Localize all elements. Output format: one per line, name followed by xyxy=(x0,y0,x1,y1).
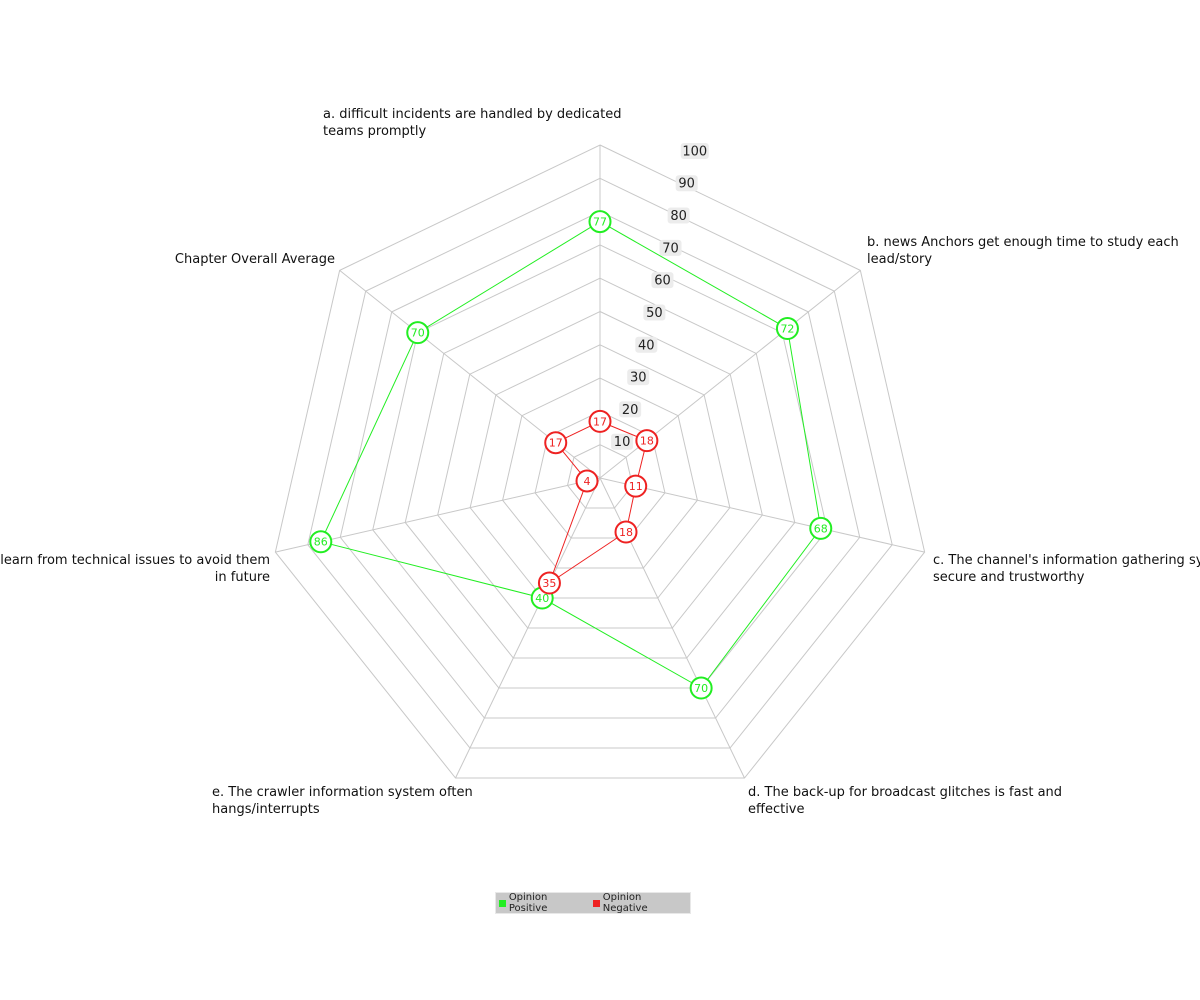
tick-bg-100 xyxy=(680,142,709,159)
axis-label-6: Chapter Overall Average xyxy=(175,251,335,268)
legend-item-positive: Opinion Positive xyxy=(499,892,587,914)
data-label-0-0: 77 xyxy=(593,216,607,229)
grid-ring-100 xyxy=(274,144,926,779)
axis-label-3: d. The back-up for broadcast glitches is… xyxy=(748,784,1062,818)
series-line-0 xyxy=(320,221,822,689)
axis-label-line: hangs/interrupts xyxy=(212,802,320,817)
data-label-1-2: 11 xyxy=(629,480,643,493)
data-label-1-6: 17 xyxy=(549,437,563,450)
tick-label-60: 60 xyxy=(654,274,671,289)
axis-label-2: c. The channel's information gathering s… xyxy=(933,552,1200,586)
data-point-1-5 xyxy=(575,469,599,493)
tick-label-50: 50 xyxy=(646,306,663,321)
series-1: 17 18 11 18 35 4 17 xyxy=(537,409,659,595)
axis-label-0: a. difficult incidents are handled by de… xyxy=(323,106,622,140)
axis-spoke-2 xyxy=(599,477,925,553)
axis-label-4: e. The crawler information system often h… xyxy=(212,784,473,818)
data-label-0-3: 70 xyxy=(694,682,708,695)
tick-label-80: 80 xyxy=(670,209,687,224)
data-label-1-0: 17 xyxy=(593,415,607,428)
axis-label-line: a. difficult incidents are handled by de… xyxy=(323,107,622,122)
tick-bg-40 xyxy=(635,336,658,353)
tick-label-100: 100 xyxy=(682,144,707,159)
axis-label-line: f. They learn from technical issues to a… xyxy=(0,553,270,568)
data-label-1-5: 4 xyxy=(584,475,591,488)
axis-label-5: f. They learn from technical issues to a… xyxy=(0,552,270,586)
legend-swatch-positive xyxy=(499,899,506,907)
radar-grid xyxy=(274,144,926,779)
tick-label-20: 20 xyxy=(622,403,639,418)
data-point-0-3 xyxy=(689,676,713,700)
tick-label-10: 10 xyxy=(614,435,631,450)
grid-ring-10 xyxy=(566,444,634,509)
tick-bg-20 xyxy=(619,401,642,418)
tick-bg-70 xyxy=(659,239,682,256)
tick-bg-50 xyxy=(643,304,666,321)
data-point-0-2 xyxy=(809,516,833,540)
grid-ring-40 xyxy=(469,344,731,599)
legend: Opinion Positive Opinion Negative xyxy=(495,892,691,914)
data-label-1-4: 35 xyxy=(542,577,556,590)
grid-ring-70 xyxy=(372,244,828,689)
tick-label-30: 30 xyxy=(630,371,647,386)
axis-label-line: effective xyxy=(748,802,805,817)
tick-bg-80 xyxy=(667,207,690,224)
tick-label-90: 90 xyxy=(678,177,695,192)
data-point-0-6 xyxy=(406,321,430,345)
tick-label-40: 40 xyxy=(638,338,655,353)
data-point-0-5 xyxy=(309,530,333,554)
series-0: 77 72 68 70 40 86 70 xyxy=(309,210,833,700)
axis-label-line: in future xyxy=(214,570,270,585)
axis-label-1: b. news Anchors get enough time to study… xyxy=(867,234,1179,268)
data-point-1-2 xyxy=(624,474,648,498)
axis-label-line: b. news Anchors get enough time to study… xyxy=(867,235,1179,250)
grid-ring-90 xyxy=(307,177,893,749)
data-label-1-3: 18 xyxy=(619,526,633,539)
data-point-1-4 xyxy=(537,571,561,595)
data-label-0-5: 86 xyxy=(314,536,328,549)
data-label-1-1: 18 xyxy=(640,435,654,448)
radar-spokes xyxy=(275,145,925,779)
data-point-1-6 xyxy=(544,431,568,455)
axis-label-line: d. The back-up for broadcast glitches is… xyxy=(748,785,1063,800)
data-label-0-4: 40 xyxy=(535,592,549,605)
data-point-1-1 xyxy=(635,429,659,453)
legend-item-negative: Opinion Negative xyxy=(592,892,687,914)
grid-ring-80 xyxy=(339,211,861,719)
legend-label-positive: Opinion Positive xyxy=(508,892,548,914)
tick-bg-60 xyxy=(651,272,674,289)
legend-swatch-negative xyxy=(592,899,600,907)
grid-ring-30 xyxy=(502,377,698,569)
tick-bg-10 xyxy=(611,433,634,450)
axis-label-line: lead/story xyxy=(867,252,933,267)
legend-label-negative: Opinion Negative xyxy=(602,892,648,914)
axis-label-line: c. The channel's information gathering s… xyxy=(933,553,1200,568)
axis-spoke-4 xyxy=(455,477,601,779)
data-point-0-1 xyxy=(775,317,799,341)
axis-label-line: secure and trustworthy xyxy=(933,570,1085,585)
data-label-0-6: 70 xyxy=(411,327,425,340)
tick-bg-90 xyxy=(675,175,698,192)
grid-ring-60 xyxy=(404,277,796,659)
data-label-0-1: 72 xyxy=(780,323,794,336)
series-layer: 77 72 68 70 40 86 70 17 18 11 18 35 4 17 xyxy=(309,210,833,700)
data-label-0-2: 68 xyxy=(814,522,828,535)
data-point-0-0 xyxy=(588,210,612,234)
tick-bg-30 xyxy=(627,369,650,386)
data-point-1-3 xyxy=(614,520,638,544)
grid-ring-50 xyxy=(437,310,763,629)
axis-label-line: e. The crawler information system often xyxy=(212,785,473,800)
radial-tick-labels: 10 20 30 40 50 60 70 80 90 100 xyxy=(611,142,709,450)
data-point-1-0 xyxy=(588,409,612,433)
axis-label-line: teams promptly xyxy=(323,124,427,139)
axis-label-line: Chapter Overall Average xyxy=(174,252,335,267)
tick-label-70: 70 xyxy=(662,241,679,256)
